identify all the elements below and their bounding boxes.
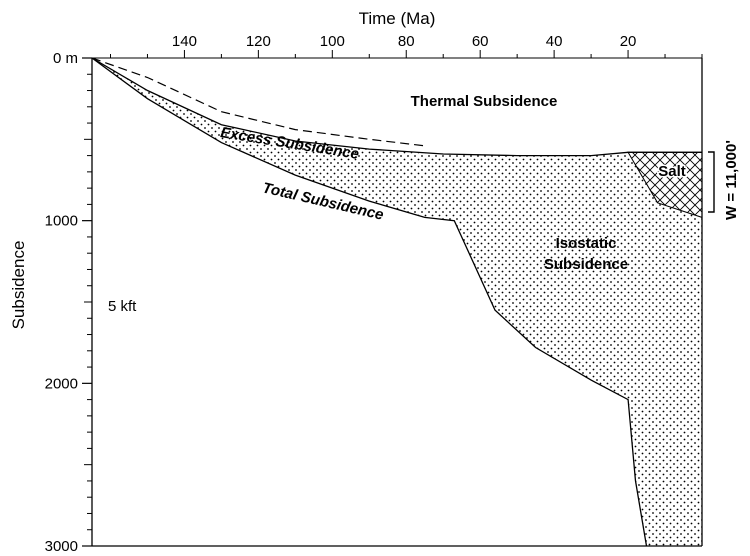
x-tick-label-20: 20: [620, 33, 637, 50]
width-annotation: W = 11,000': [723, 140, 740, 220]
x-tick-label-100: 100: [320, 33, 345, 50]
excess-subsidence-line: [91, 57, 425, 147]
salt-label: Salt: [658, 163, 686, 180]
width-bracket: [708, 151, 715, 213]
ticks-layer: 140 120 100 80 60 40 20 0 m 1000 2000 3000: [45, 33, 703, 555]
y-tick-label-0: 0 m: [53, 50, 78, 67]
thermal-subsidence-label: Thermal Subsidence: [411, 93, 558, 110]
y-tick-label-2000: 2000: [45, 375, 78, 392]
y-tick-label-1000: 1000: [45, 213, 78, 230]
x-tick-label-60: 60: [472, 33, 489, 50]
scale-annotation: 5 kft: [108, 298, 137, 315]
x-tick-label-140: 140: [172, 33, 197, 50]
x-axis-title: Time (Ma): [359, 9, 436, 28]
isostatic-subsidence-label: Subsidence: [544, 256, 628, 273]
x-tick-label-120: 120: [246, 33, 271, 50]
y-axis-title: Subsidence: [9, 241, 28, 330]
y-tick-label-3000: 3000: [45, 538, 78, 555]
x-tick-label-80: 80: [398, 33, 415, 50]
total-subsidence-line: [91, 57, 648, 547]
subsidence-dotted-area: [92, 58, 702, 546]
lines-layer: [91, 57, 702, 547]
areas-layer: [92, 58, 703, 546]
isostatic-label: Isostatic: [556, 235, 617, 252]
x-tick-label-40: 40: [546, 33, 563, 50]
thermal-subsidence-line: [91, 57, 702, 157]
